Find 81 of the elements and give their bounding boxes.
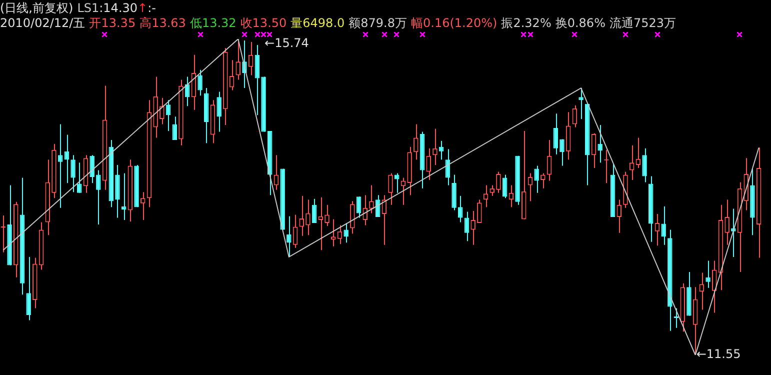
text: 流通7523万 xyxy=(609,16,676,30)
candlestick xyxy=(553,113,558,155)
candlestick xyxy=(299,195,304,236)
candlestick xyxy=(394,172,400,194)
candlestick xyxy=(324,204,330,227)
candlestick xyxy=(318,196,324,251)
candlestick xyxy=(388,172,393,206)
chart-title: (日线,前复权) xyxy=(0,1,74,15)
text: LS1 xyxy=(77,1,100,15)
candlestick xyxy=(344,222,348,244)
candlestick xyxy=(236,38,241,80)
candlestick xyxy=(566,112,571,160)
candlestick xyxy=(464,211,470,242)
candlestick xyxy=(432,128,438,166)
text: :14.30 xyxy=(99,1,138,15)
candlestick xyxy=(350,200,355,234)
candlestick xyxy=(121,172,126,221)
candlestick xyxy=(534,165,539,194)
candlestick xyxy=(470,210,476,246)
text: 开13.35 xyxy=(89,16,136,30)
candlestick xyxy=(414,124,418,160)
candlestick xyxy=(699,272,704,310)
text: :- xyxy=(148,1,156,15)
candlestick xyxy=(286,216,292,258)
candlestick xyxy=(330,218,336,247)
candlestick xyxy=(458,195,463,223)
candlestick xyxy=(0,214,6,253)
text: 高13.63 xyxy=(140,16,186,30)
candlestick xyxy=(140,192,146,221)
candlestick xyxy=(90,154,94,184)
candlestick xyxy=(216,91,222,132)
candlestick xyxy=(578,88,584,120)
candlestick xyxy=(369,184,374,214)
annotation: ←15.74 xyxy=(264,36,309,50)
annotation: ←11.55 xyxy=(696,347,741,362)
candlestick xyxy=(692,286,698,356)
candlestick xyxy=(724,199,730,246)
candlestick xyxy=(560,138,564,166)
candlestick xyxy=(229,60,234,91)
candlestick xyxy=(490,184,495,196)
candlestick xyxy=(452,174,456,211)
candlestick xyxy=(96,170,101,226)
text: 量6498.0 xyxy=(290,16,345,30)
candlestick xyxy=(76,162,82,194)
text: 低13.32 xyxy=(190,16,236,30)
candlestick xyxy=(642,148,647,183)
candlestick xyxy=(198,69,202,96)
candlestick xyxy=(591,132,596,168)
candlestick xyxy=(58,124,63,208)
candlestick xyxy=(616,199,622,234)
candlestick xyxy=(26,256,31,321)
candlestick xyxy=(292,214,298,248)
candlestick xyxy=(598,124,602,164)
text: 换0.86% xyxy=(555,16,606,30)
candlestick xyxy=(172,116,178,141)
candlestick xyxy=(496,171,501,194)
candlestick xyxy=(115,164,120,218)
candlestick xyxy=(477,199,482,224)
candlestick xyxy=(654,213,660,246)
candlestick xyxy=(712,260,717,314)
candlestick xyxy=(426,148,432,181)
text: 振2.32% xyxy=(501,16,552,30)
candlestick xyxy=(629,144,634,181)
candlestick xyxy=(356,196,362,218)
text: 额879.8万 xyxy=(348,16,408,30)
text: 收13.50 xyxy=(240,16,287,30)
candlestick xyxy=(706,260,710,288)
candlestick xyxy=(312,198,317,224)
candlestick xyxy=(661,206,666,246)
candlestick xyxy=(160,97,164,125)
candlestick xyxy=(528,172,533,202)
candlestick xyxy=(540,172,546,189)
candlestick xyxy=(674,308,679,328)
candlestick xyxy=(337,224,342,245)
text: 幅0.16(1.20%) xyxy=(411,16,498,30)
candlestick xyxy=(70,154,76,193)
candlestick xyxy=(306,199,310,236)
text: 2010/02/12/五 xyxy=(0,16,86,30)
text: ↑ xyxy=(138,1,148,15)
candlestick xyxy=(248,42,254,76)
candlestick xyxy=(546,140,552,182)
